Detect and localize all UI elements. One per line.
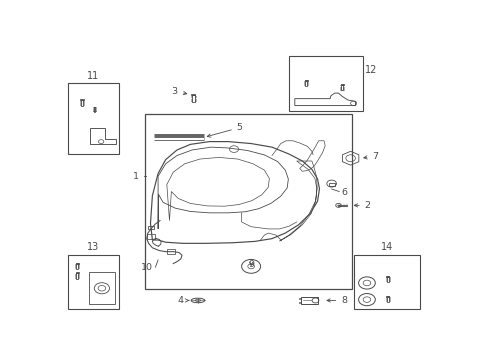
Text: 5: 5 — [237, 123, 243, 132]
Bar — [289, 56, 363, 111]
Bar — [89, 273, 115, 304]
Text: 11: 11 — [87, 71, 99, 81]
Bar — [301, 297, 319, 304]
Bar — [299, 302, 301, 303]
Text: 1: 1 — [133, 172, 139, 181]
Text: 2: 2 — [364, 201, 370, 210]
Bar — [354, 255, 420, 309]
Text: 6: 6 — [342, 188, 347, 197]
Bar — [145, 114, 352, 288]
Text: 10: 10 — [141, 263, 153, 272]
Text: 12: 12 — [365, 64, 377, 75]
Bar — [299, 298, 301, 299]
Bar — [68, 84, 120, 154]
Text: 9: 9 — [248, 260, 254, 269]
Text: 4: 4 — [177, 296, 184, 305]
Text: 8: 8 — [342, 296, 347, 305]
Text: 13: 13 — [87, 243, 99, 252]
Text: 3: 3 — [172, 87, 178, 96]
Text: 14: 14 — [381, 243, 393, 252]
Bar — [68, 255, 120, 309]
Text: 7: 7 — [372, 152, 378, 161]
